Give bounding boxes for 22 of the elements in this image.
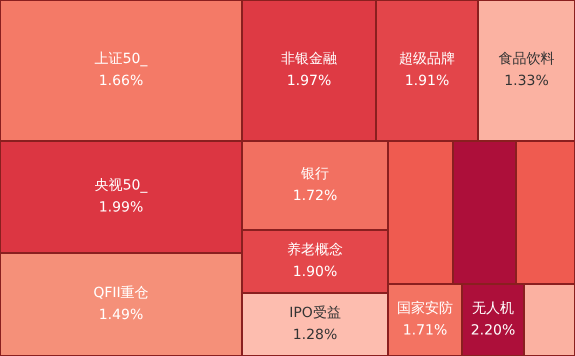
category-label: QFII重仓 <box>93 285 149 302</box>
category-label: 养老概念 <box>287 242 343 258</box>
data-label: 2.20% <box>470 322 516 339</box>
data-label: 1.66% <box>98 73 144 90</box>
data-label: 1.28% <box>292 327 338 344</box>
category-label: 银行 <box>300 166 329 182</box>
data-label: 1.97% <box>286 73 332 90</box>
data-label: 1.99% <box>98 200 144 216</box>
data-label: 1.33% <box>504 73 549 90</box>
category-label: 非银金融 <box>281 51 337 68</box>
data-label: 1.49% <box>98 307 144 324</box>
category-label: 上证50_ <box>94 51 148 68</box>
category-label: 无人机 <box>472 300 514 317</box>
data-label: 1.72% <box>292 188 338 204</box>
category-label: 央视50_ <box>94 178 148 194</box>
data-label: 1.90% <box>292 264 338 280</box>
category-label: 食品饮料 <box>498 51 554 68</box>
data-label: 1.91% <box>404 73 450 90</box>
category-label: IPO受益 <box>289 305 341 322</box>
category-label: 国家安防 <box>397 300 453 317</box>
category-label: 超级品牌 <box>399 51 455 68</box>
data-label: 1.71% <box>402 322 448 339</box>
